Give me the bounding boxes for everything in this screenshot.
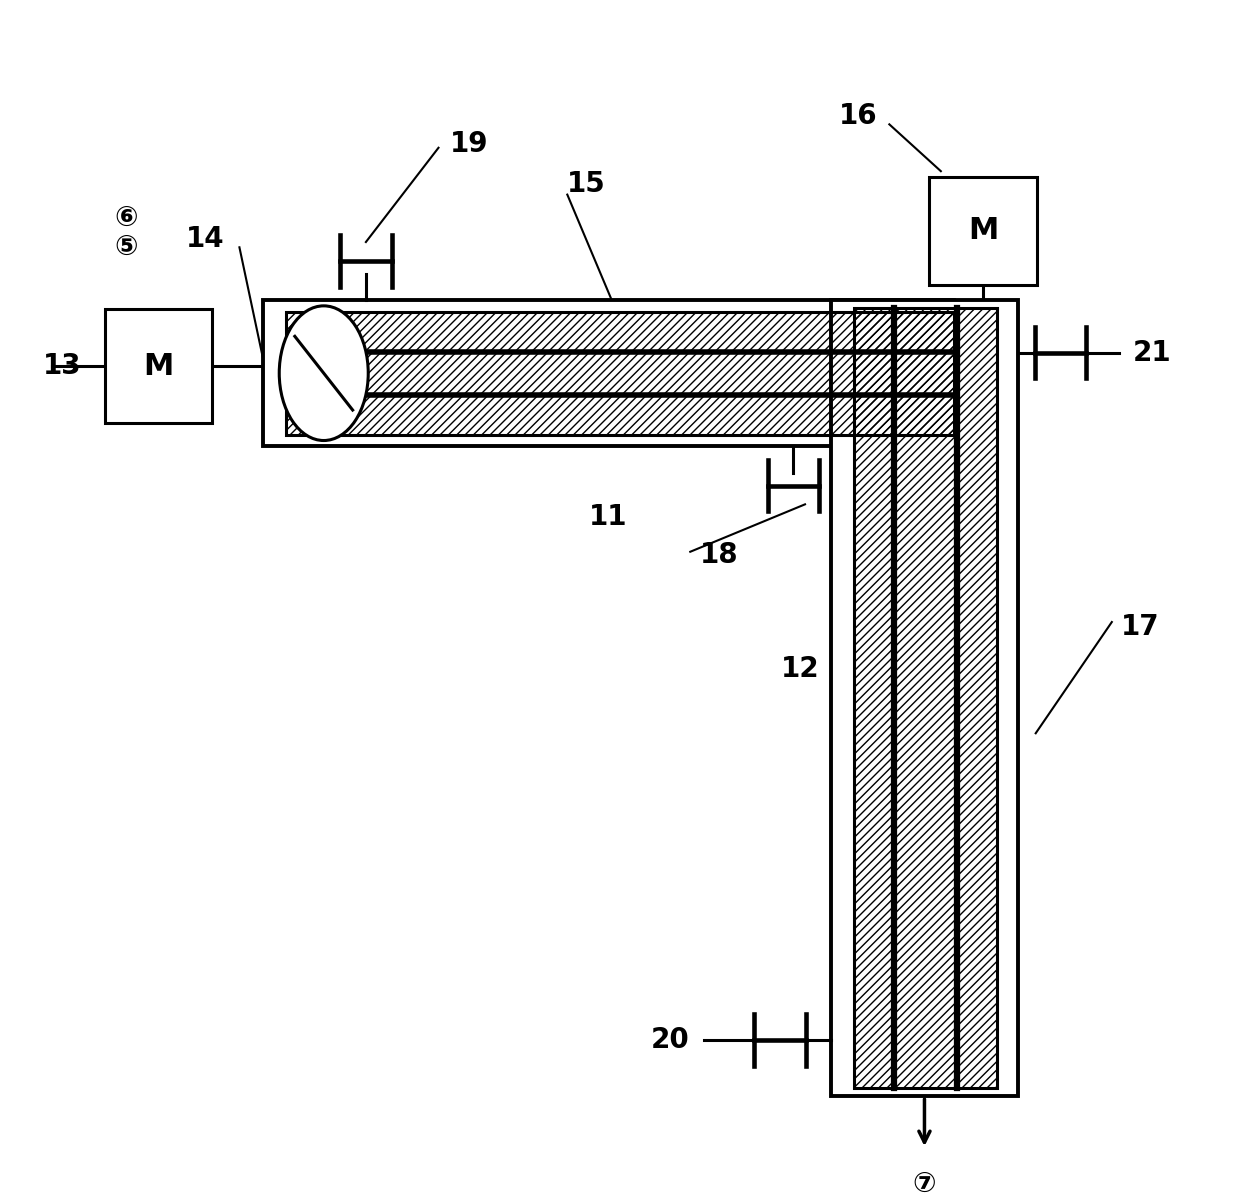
Text: 18: 18 <box>699 541 738 570</box>
Bar <box>854 308 997 1088</box>
Bar <box>104 309 212 423</box>
Ellipse shape <box>279 306 368 440</box>
Text: M: M <box>144 352 174 381</box>
Text: 15: 15 <box>568 170 606 198</box>
Text: 17: 17 <box>1121 613 1159 640</box>
Text: 14: 14 <box>186 225 224 253</box>
Text: 21: 21 <box>1133 339 1172 366</box>
Bar <box>263 300 954 446</box>
Text: 16: 16 <box>839 102 878 130</box>
Text: ⑦: ⑦ <box>913 1171 936 1197</box>
Bar <box>286 311 954 435</box>
Text: 13: 13 <box>42 352 82 381</box>
Text: M: M <box>968 217 998 245</box>
Bar <box>831 300 1018 1096</box>
Text: 12: 12 <box>780 655 820 682</box>
Text: 20: 20 <box>651 1026 689 1055</box>
Text: 11: 11 <box>589 503 627 530</box>
Text: ⑥: ⑥ <box>114 203 138 232</box>
Text: 19: 19 <box>450 130 489 158</box>
Bar <box>854 308 997 1088</box>
Bar <box>929 177 1037 285</box>
Text: ⑤: ⑤ <box>114 233 138 261</box>
Bar <box>286 311 954 435</box>
